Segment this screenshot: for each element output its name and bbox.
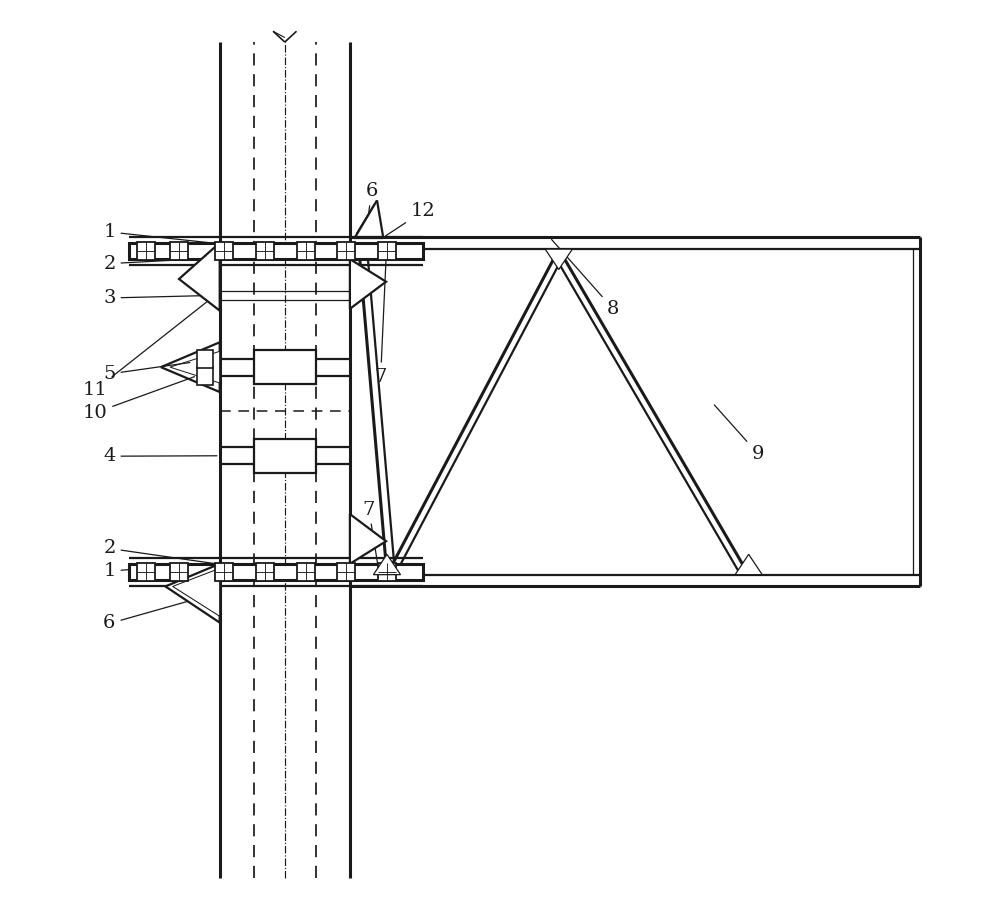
Bar [378, 242, 396, 260]
Text: 4: 4 [103, 447, 217, 465]
Polygon shape [373, 554, 401, 575]
Polygon shape [179, 243, 220, 310]
Bar [137, 242, 155, 260]
Bar [254, 350, 316, 385]
Polygon shape [173, 569, 220, 616]
Bar [215, 563, 233, 581]
Text: 1: 1 [103, 223, 208, 242]
Text: 10: 10 [83, 376, 194, 422]
Bar [129, 564, 423, 580]
Polygon shape [165, 564, 220, 622]
Bar [197, 366, 213, 385]
Bar [337, 242, 355, 260]
Polygon shape [161, 342, 220, 392]
Bar [256, 242, 274, 260]
Text: 1: 1 [103, 562, 208, 580]
Bar [297, 563, 315, 581]
Bar [256, 563, 274, 581]
Bar [170, 563, 188, 581]
Text: 2: 2 [103, 540, 226, 565]
Bar [215, 242, 233, 260]
Text: 7: 7 [374, 261, 387, 385]
Text: 12: 12 [386, 202, 436, 236]
Bar [197, 349, 213, 367]
Bar [129, 243, 423, 259]
Text: 6: 6 [103, 600, 190, 632]
Text: 8: 8 [552, 239, 619, 317]
Bar [297, 242, 315, 260]
Bar [137, 563, 155, 581]
Text: 7: 7 [363, 501, 377, 563]
Text: 5: 5 [103, 363, 190, 383]
Text: 3: 3 [103, 289, 217, 307]
Bar [378, 563, 396, 581]
Text: 6: 6 [365, 182, 378, 216]
Polygon shape [735, 554, 762, 575]
Polygon shape [170, 351, 220, 383]
Polygon shape [350, 259, 386, 308]
Text: 11: 11 [83, 297, 213, 399]
Text: 2: 2 [103, 255, 226, 273]
Bar [337, 563, 355, 581]
Bar [170, 242, 188, 260]
Bar [254, 439, 316, 473]
Text: 9: 9 [714, 405, 764, 463]
Polygon shape [350, 514, 386, 564]
Polygon shape [545, 249, 572, 269]
